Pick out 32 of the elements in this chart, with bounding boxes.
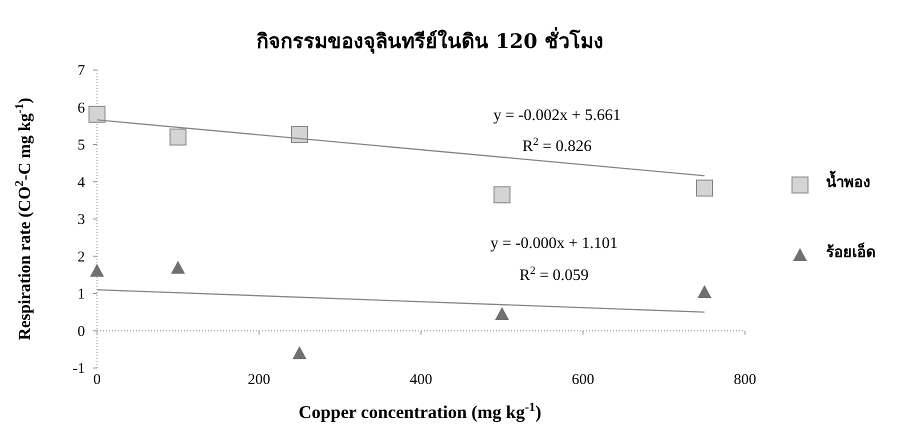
y-tick-label: 3 — [78, 212, 85, 228]
y-tick-label: 4 — [78, 174, 86, 191]
x-tick-label: 0 — [93, 372, 101, 388]
x-tick-label: 600 — [572, 372, 594, 388]
point — [171, 260, 185, 274]
annotation: R$^{2}$ = 0.059 — [519, 265, 589, 284]
point — [495, 306, 509, 320]
point — [292, 346, 306, 360]
x-tick-label: 400 — [410, 372, 432, 388]
x-tick-label: 800 — [734, 372, 756, 388]
point — [88, 106, 106, 123]
y-tick-label: 6 — [78, 100, 86, 116]
point — [696, 180, 713, 197]
point — [291, 126, 308, 143]
annotation: R$^{2}$ = 0.826 — [522, 136, 592, 155]
legend-label: ร้อยเอ็ด — [826, 242, 876, 261]
y-tick-label: 1 — [78, 286, 85, 302]
y-tick-label: -1 — [72, 361, 85, 377]
x-tick-label: 200 — [248, 372, 270, 388]
legend-label: น้ำพอง — [826, 170, 870, 191]
point — [90, 264, 104, 277]
annotation: y = -0.000x + 1.101 — [490, 235, 618, 252]
y-tick-label: 2 — [78, 249, 85, 266]
y-tick-label: 0 — [78, 324, 85, 340]
chart-title: กิจกรรมของจุลินทรีย์ในดิน 120 ชั่วโมง — [256, 26, 604, 54]
annotation: y = -0.002x + 5.661 — [493, 107, 621, 124]
point — [698, 285, 712, 298]
point — [170, 128, 186, 146]
point — [494, 186, 510, 204]
x-axis-title: Copper concentration (mg kg$^{-1}$) — [298, 400, 542, 422]
y-tick-label: 7 — [78, 63, 86, 79]
y-tick-label: 5 — [78, 138, 85, 154]
